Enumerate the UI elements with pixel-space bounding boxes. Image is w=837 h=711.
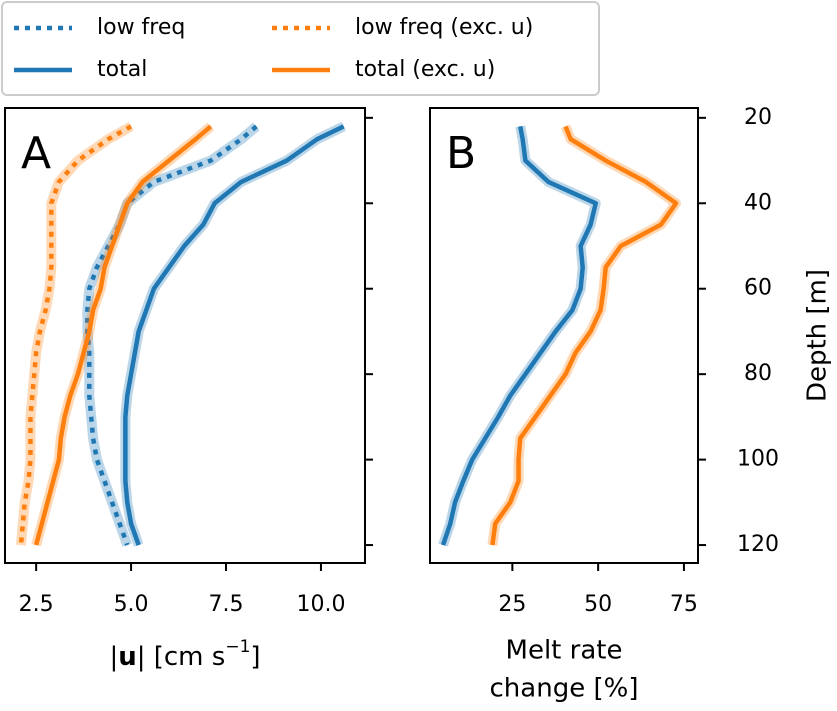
- series-line: [490, 125, 679, 546]
- series-line: [123, 124, 345, 546]
- y-tick-label: 120: [737, 532, 779, 557]
- x-axis-label-part: ]: [250, 642, 260, 672]
- x-tick-label: 2.5: [19, 592, 54, 617]
- legend-label: total (exc. u): [355, 57, 495, 82]
- x-axis-label-part: u: [118, 642, 137, 672]
- x-tick-label: 75: [670, 592, 698, 617]
- series-line: [33, 124, 213, 546]
- legend-label: total: [97, 57, 147, 82]
- legend-label: low freq: [97, 15, 185, 40]
- y-tick-label: 80: [744, 361, 772, 386]
- x-axis-label: change [%]: [490, 674, 639, 704]
- legend-label: low freq (exc. u): [355, 15, 533, 40]
- x-axis-label-part: |: [109, 642, 118, 672]
- panel-label: A: [21, 128, 51, 179]
- y-tick-label: 20: [744, 105, 772, 130]
- series-line: [440, 125, 598, 546]
- axes-frame: [4, 107, 366, 564]
- x-axis-label-part: | [cm s: [137, 642, 226, 672]
- line-band: [15, 122, 134, 546]
- legend-box: [1, 1, 600, 96]
- x-axis-label-part: −1: [225, 637, 250, 657]
- x-tick-label: 7.5: [209, 592, 244, 617]
- y-tick-label: 60: [744, 276, 772, 301]
- y-axis-label: Depth [m]: [803, 269, 833, 402]
- axes-frame: [429, 107, 699, 564]
- x-tick-label: 50: [584, 592, 612, 617]
- panel-label: B: [446, 128, 476, 179]
- series-line: [18, 124, 133, 546]
- x-tick-label: 25: [498, 592, 526, 617]
- y-tick-label: 40: [744, 190, 772, 215]
- y-tick-label: 100: [737, 447, 779, 472]
- x-tick-label: 5.0: [114, 592, 149, 617]
- x-tick-label: 10.0: [296, 592, 345, 617]
- x-axis-label: |u| [cm s−1]: [109, 637, 260, 672]
- x-axis-label: Melt rate: [506, 636, 623, 666]
